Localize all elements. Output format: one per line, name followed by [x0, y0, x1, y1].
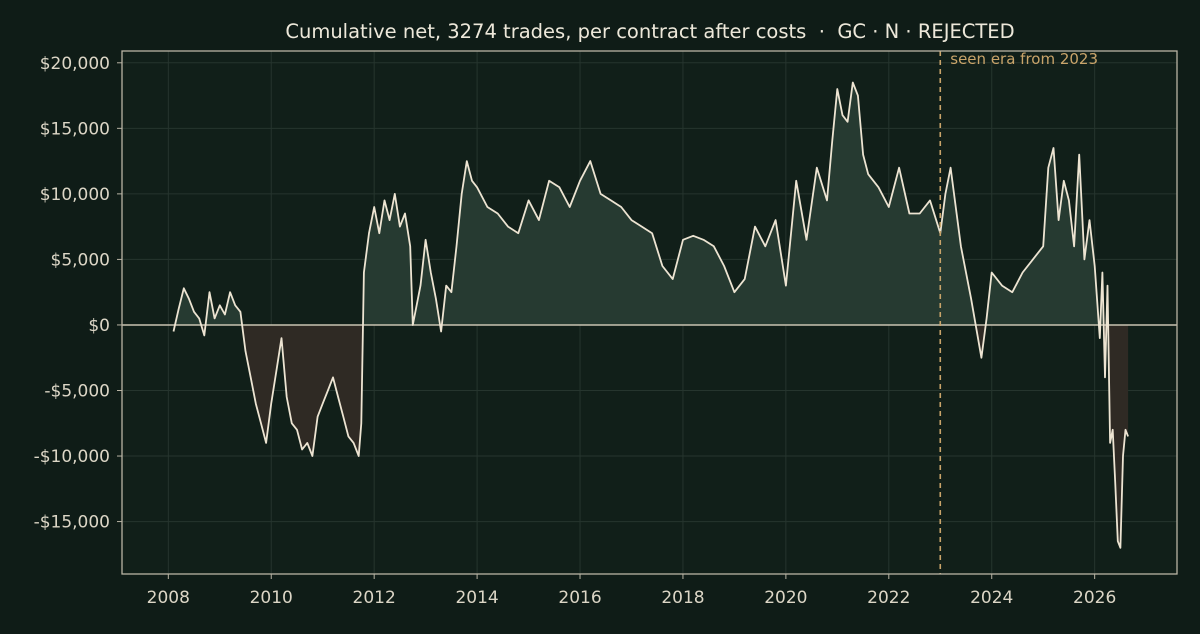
- series-line-layer: [172, 81, 1129, 549]
- x-tick-label: 2022: [867, 588, 910, 608]
- y-tick-label: $20,000: [40, 54, 110, 74]
- seen-era-label: seen era from 2023: [950, 50, 1098, 68]
- x-tick-label: 2010: [250, 588, 293, 608]
- cumulative-net-line: [172, 81, 1129, 549]
- area-fills: [173, 82, 1129, 548]
- x-tick-label: 2026: [1073, 588, 1116, 608]
- negative-area-fill: [173, 324, 1129, 548]
- y-tick-label: $5,000: [51, 250, 110, 270]
- x-tick-label: 2018: [661, 588, 704, 608]
- plot-frame: [121, 50, 1178, 575]
- x-tick-label: 2012: [353, 588, 396, 608]
- y-tick-label: -$10,000: [34, 447, 110, 467]
- x-tick-label: 2024: [970, 588, 1013, 608]
- x-tick-label: 2014: [455, 588, 498, 608]
- x-tick-label: 2008: [147, 588, 190, 608]
- y-tick-label: $0: [88, 316, 110, 336]
- y-tick-label: -$5,000: [44, 381, 110, 401]
- x-axis: 2008 2010 2012 2014 2016 2018 2020 2022 2024 2026: [147, 574, 1116, 608]
- y-tick-label: -$15,000: [34, 513, 110, 533]
- positive-area-fill: [173, 82, 1129, 325]
- chart-title: Cumulative net, 3274 trades, per contrac…: [285, 20, 1014, 43]
- x-tick-label: 2016: [558, 588, 601, 608]
- y-tick-label: $10,000: [40, 185, 110, 205]
- x-tick-label: 2020: [764, 588, 807, 608]
- y-axis: -$15,000 -$10,000 -$5,000 $0 $5,000 $10,000 $1…: [34, 54, 122, 533]
- y-tick-label: $15,000: [40, 119, 110, 139]
